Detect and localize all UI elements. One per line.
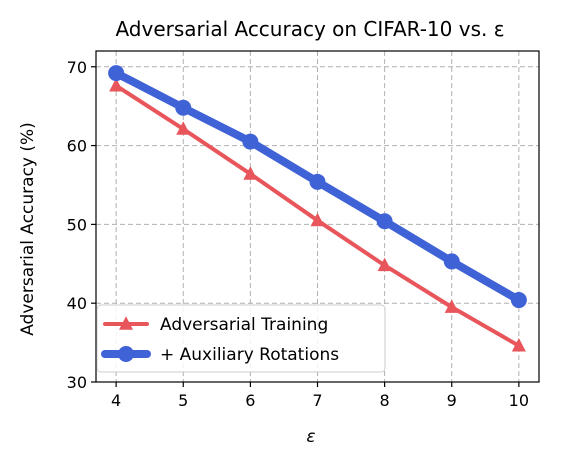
x-tick-label: 6 xyxy=(245,391,255,410)
y-tick-label: 70 xyxy=(67,58,87,77)
x-tick-label: 10 xyxy=(509,391,529,410)
legend: Adversarial Training + Auxiliary Rotation… xyxy=(97,305,385,372)
chart-title: Adversarial Accuracy on CIFAR-10 vs. ε xyxy=(115,17,504,41)
data-point xyxy=(310,174,326,190)
data-point xyxy=(175,100,191,116)
legend-swatch-marker xyxy=(118,346,134,362)
data-point xyxy=(377,213,393,229)
x-tick-label: 7 xyxy=(312,391,322,410)
y-axis-title: Adversarial Accuracy (%) xyxy=(18,122,38,336)
legend-label: Adversarial Training xyxy=(160,315,328,335)
x-tick-label: 9 xyxy=(447,391,457,410)
legend-label: + Auxiliary Rotations xyxy=(160,345,339,365)
x-tick-label: 5 xyxy=(178,391,188,410)
x-axis: 4 5 6 7 8 9 10 xyxy=(111,382,529,410)
y-tick-label: 30 xyxy=(67,373,87,392)
x-tick-label: 8 xyxy=(380,391,390,410)
y-tick-label: 40 xyxy=(67,294,87,313)
data-point xyxy=(444,253,460,269)
data-point xyxy=(242,134,258,150)
x-tick-label: 4 xyxy=(111,391,121,410)
y-tick-label: 50 xyxy=(67,215,87,234)
y-axis: 30 40 50 60 70 xyxy=(67,58,96,392)
x-axis-title: ε xyxy=(306,427,315,447)
y-tick-label: 60 xyxy=(67,137,87,156)
data-point xyxy=(108,65,124,81)
data-point xyxy=(511,292,527,308)
